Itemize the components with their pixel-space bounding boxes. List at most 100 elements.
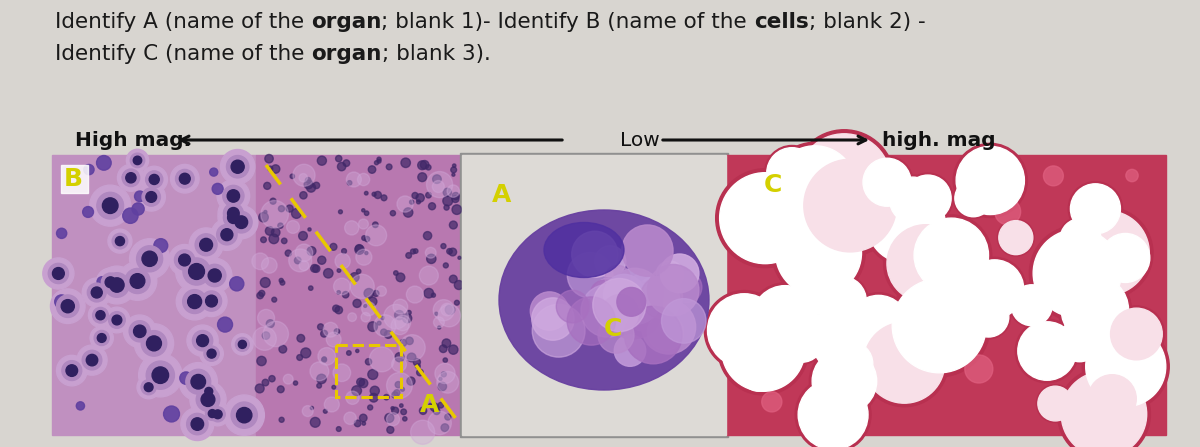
Circle shape	[424, 288, 433, 298]
Circle shape	[660, 254, 698, 293]
Circle shape	[804, 159, 896, 252]
Circle shape	[224, 206, 258, 239]
Bar	[462, 155, 726, 435]
Circle shape	[313, 182, 319, 189]
Circle shape	[401, 388, 404, 391]
Circle shape	[365, 358, 372, 365]
Circle shape	[1058, 217, 1103, 261]
Circle shape	[590, 280, 619, 310]
Circle shape	[205, 295, 217, 307]
Circle shape	[1057, 318, 1103, 363]
Circle shape	[332, 385, 336, 389]
Circle shape	[1038, 386, 1073, 421]
Circle shape	[452, 193, 460, 200]
Circle shape	[212, 183, 223, 194]
Circle shape	[126, 173, 136, 183]
Circle shape	[362, 422, 366, 425]
Circle shape	[104, 273, 130, 297]
Circle shape	[205, 407, 220, 420]
Circle shape	[317, 384, 322, 388]
Circle shape	[395, 310, 404, 320]
Circle shape	[204, 346, 220, 361]
Circle shape	[118, 261, 157, 300]
Circle shape	[449, 248, 457, 256]
Circle shape	[406, 253, 412, 258]
Circle shape	[827, 340, 875, 388]
Circle shape	[617, 287, 646, 316]
Circle shape	[455, 280, 463, 290]
Ellipse shape	[499, 210, 709, 390]
Circle shape	[718, 304, 809, 395]
Circle shape	[914, 218, 989, 292]
Circle shape	[1099, 232, 1152, 285]
Circle shape	[604, 278, 635, 309]
Circle shape	[1064, 211, 1150, 295]
Circle shape	[1068, 181, 1122, 236]
Circle shape	[130, 239, 169, 279]
Circle shape	[386, 413, 400, 426]
Circle shape	[181, 408, 214, 441]
Circle shape	[968, 296, 1009, 337]
Circle shape	[407, 377, 415, 385]
Circle shape	[96, 268, 125, 296]
Circle shape	[428, 203, 436, 210]
Circle shape	[232, 160, 244, 173]
Circle shape	[365, 252, 368, 255]
Circle shape	[318, 324, 324, 330]
Circle shape	[438, 382, 446, 391]
Circle shape	[360, 414, 367, 422]
Circle shape	[323, 409, 328, 413]
Circle shape	[77, 345, 107, 375]
Circle shape	[410, 420, 434, 444]
Circle shape	[260, 278, 270, 287]
Circle shape	[253, 327, 276, 350]
Circle shape	[96, 311, 106, 320]
Circle shape	[344, 221, 359, 235]
Circle shape	[356, 249, 372, 265]
Circle shape	[868, 185, 946, 263]
Circle shape	[902, 173, 953, 224]
Circle shape	[433, 175, 442, 183]
Circle shape	[845, 372, 866, 395]
Circle shape	[137, 246, 163, 272]
Circle shape	[277, 386, 284, 393]
Circle shape	[384, 304, 408, 329]
Circle shape	[625, 273, 664, 311]
Circle shape	[139, 354, 182, 397]
Circle shape	[445, 414, 451, 420]
Circle shape	[433, 317, 444, 328]
Circle shape	[605, 266, 630, 291]
Circle shape	[395, 315, 410, 331]
Circle shape	[438, 326, 440, 329]
Circle shape	[401, 158, 410, 168]
Circle shape	[312, 265, 320, 272]
Circle shape	[182, 290, 206, 313]
Circle shape	[377, 286, 386, 296]
Circle shape	[790, 258, 848, 317]
Circle shape	[414, 249, 418, 253]
Circle shape	[149, 174, 160, 185]
Circle shape	[762, 392, 782, 412]
Circle shape	[419, 266, 438, 285]
Circle shape	[209, 409, 216, 417]
Circle shape	[271, 228, 280, 237]
Circle shape	[347, 351, 352, 355]
Circle shape	[443, 188, 451, 197]
Circle shape	[66, 365, 78, 376]
Text: high. mag: high. mag	[882, 131, 996, 149]
Circle shape	[656, 261, 684, 288]
Circle shape	[883, 221, 968, 306]
Circle shape	[641, 276, 683, 318]
Circle shape	[272, 297, 277, 302]
Circle shape	[818, 277, 835, 294]
Circle shape	[368, 297, 377, 306]
Circle shape	[97, 192, 124, 219]
Circle shape	[300, 192, 307, 199]
Circle shape	[391, 407, 398, 414]
Circle shape	[452, 164, 456, 167]
Circle shape	[893, 279, 986, 373]
Circle shape	[622, 225, 673, 276]
Circle shape	[200, 342, 223, 365]
Circle shape	[188, 264, 204, 279]
Circle shape	[98, 266, 136, 304]
